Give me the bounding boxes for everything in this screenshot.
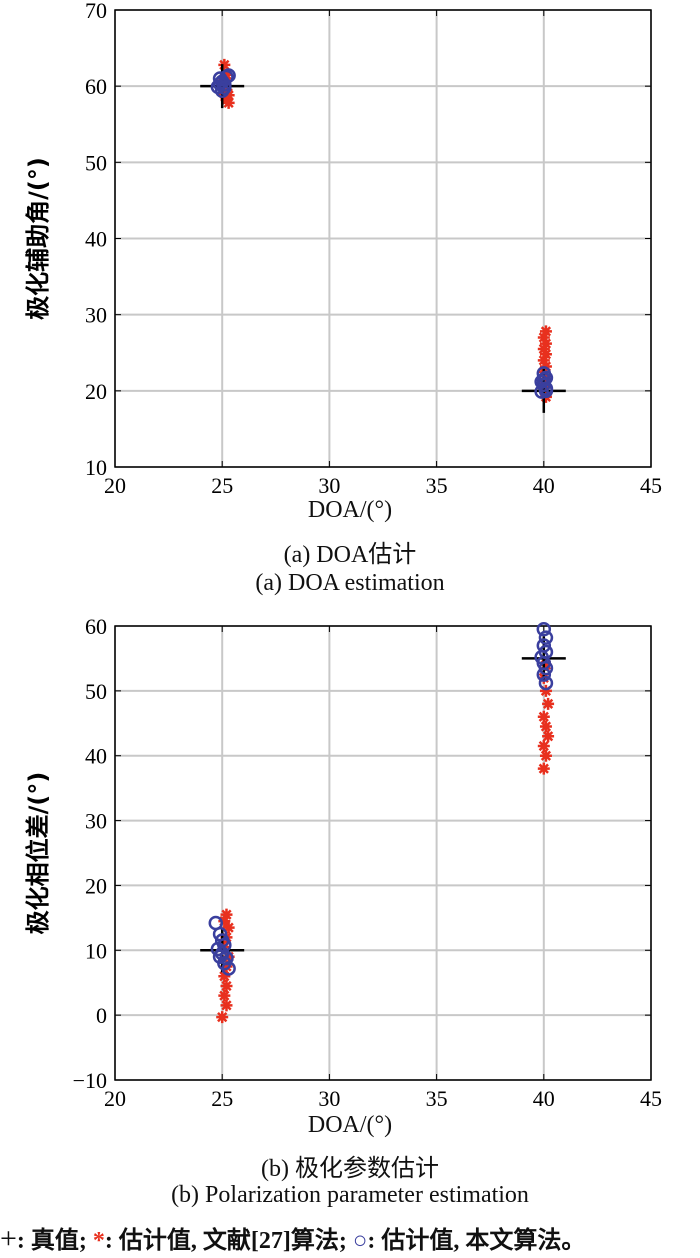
legend-sep: : [367,1228,376,1254]
ref27-estimate-marker [539,325,552,338]
ref27-estimate-marker [216,1011,229,1024]
legend-ref: 估计值, 文献[27]算法; [118,1228,347,1254]
y-axis-label: 极化辅助角/(°) [24,157,52,320]
proposed-estimate-marker [536,621,552,637]
ref27-estimate-marker [542,730,555,743]
x-tick-label: 35 [426,1086,448,1111]
ref27-estimate-marker [222,921,235,934]
y-tick-label: 40 [85,744,107,769]
chart-a-caption-cn: (a) DOA估计 [283,542,417,568]
legend-ours: 估计值, 本文算法。 [381,1228,586,1254]
y-tick-label: 60 [85,74,107,99]
ref27-estimate-marker [539,720,552,733]
legend: +: 真值; *: 估计值, 文献[27]算法; ○: 估计值, 本文算法。 [0,1220,700,1255]
chart-a-xlabel: DOA/(°) [307,497,393,523]
ref27-estimate-marker [218,970,231,983]
proposed-estimate-marker [538,675,554,691]
y-tick-label: 0 [96,1003,107,1028]
y-tick-label: 30 [85,303,107,328]
y-tick-label: 20 [85,873,107,898]
y-tick-label: −10 [73,1068,107,1093]
star-marker-icon: * [92,1228,105,1254]
y-tick-label: 30 [85,809,107,834]
x-tick-label: 20 [104,473,126,498]
legend-true: 真值; [30,1228,87,1254]
ref27-estimate-marker [220,68,233,81]
ref27-estimate-marker [537,710,550,723]
ref27-estimate-marker [539,337,552,350]
ref27-estimate-marker [218,915,231,928]
chart-a-caption-en: (a) DOA estimation [255,570,445,596]
plus-marker-icon: + [0,1222,17,1255]
y-axis-label: 极化相位差/(°) [24,772,52,935]
legend-sep: : [104,1228,113,1254]
ref27-estimate-marker [220,999,233,1012]
ref27-estimate-marker [222,89,235,102]
ref27-estimate-marker [539,658,552,671]
ref27-estimate-marker [537,354,550,367]
circle-marker-icon: ○ [352,1228,368,1254]
chart-b-caption-en: (b) Polarization parameter estimation [171,1182,529,1208]
ref27-estimate-marker [539,684,552,697]
y-tick-label: 10 [85,455,107,480]
proposed-estimate-marker [212,949,228,965]
x-tick-label: 40 [533,473,555,498]
y-tick-label: 60 [85,614,107,639]
ref27-estimate-marker [537,342,550,355]
chart-b: 20 25 30 35 40 45 −10 0 10 20 30 40 50 60 极化相位差/(°) [24,614,662,1111]
y-tick-label: 40 [85,227,107,252]
x-tick-label: 45 [640,473,662,498]
proposed-estimate-marker [221,961,236,976]
ref27-estimate-marker [537,739,550,752]
ref27-estimate-marker [220,908,233,921]
x-tick-label: 45 [640,1086,662,1111]
x-tick-label: 30 [318,1086,340,1111]
ref27-estimate-marker [218,989,231,1002]
y-tick-label: 70 [85,0,107,23]
ref27-estimate-marker [220,960,233,973]
proposed-estimate-marker [538,383,554,399]
proposed-estimate-marker [212,76,228,92]
proposed-estimate-marker [538,660,554,676]
ref27-estimate-marker [220,979,233,992]
plot-frame [114,625,652,1081]
x-tick-label: 25 [211,1086,233,1111]
y-tick-label: 50 [85,679,107,704]
chart-b-xlabel: DOA/(°) [307,1112,393,1138]
ref27-estimate-marker [542,697,555,710]
ref27-estimate-marker [537,331,550,344]
ref27-estimate-marker [222,96,235,109]
true-value-marker [200,64,245,109]
x-tick-label: 20 [104,1086,126,1111]
proposed-estimate-marker [538,630,554,645]
ref27-estimate-marker [539,749,552,762]
x-tick-label: 35 [426,473,448,498]
ref27-estimate-marker [537,762,550,775]
chart-b-caption-cn: (b) 极化参数估计 [261,1156,439,1182]
legend-sep: : [16,1228,25,1254]
x-tick-label: 25 [211,473,233,498]
x-tick-label: 40 [533,1086,555,1111]
proposed-estimate-marker [536,667,552,682]
proposed-estimate-marker [221,68,236,83]
ref27-estimate-marker [539,348,552,361]
x-tick-label: 30 [318,473,340,498]
ref27-estimate-marker [218,58,231,71]
y-tick-label: 20 [85,379,107,404]
y-tick-label: 50 [85,150,107,175]
y-tick-label: 10 [85,938,107,963]
